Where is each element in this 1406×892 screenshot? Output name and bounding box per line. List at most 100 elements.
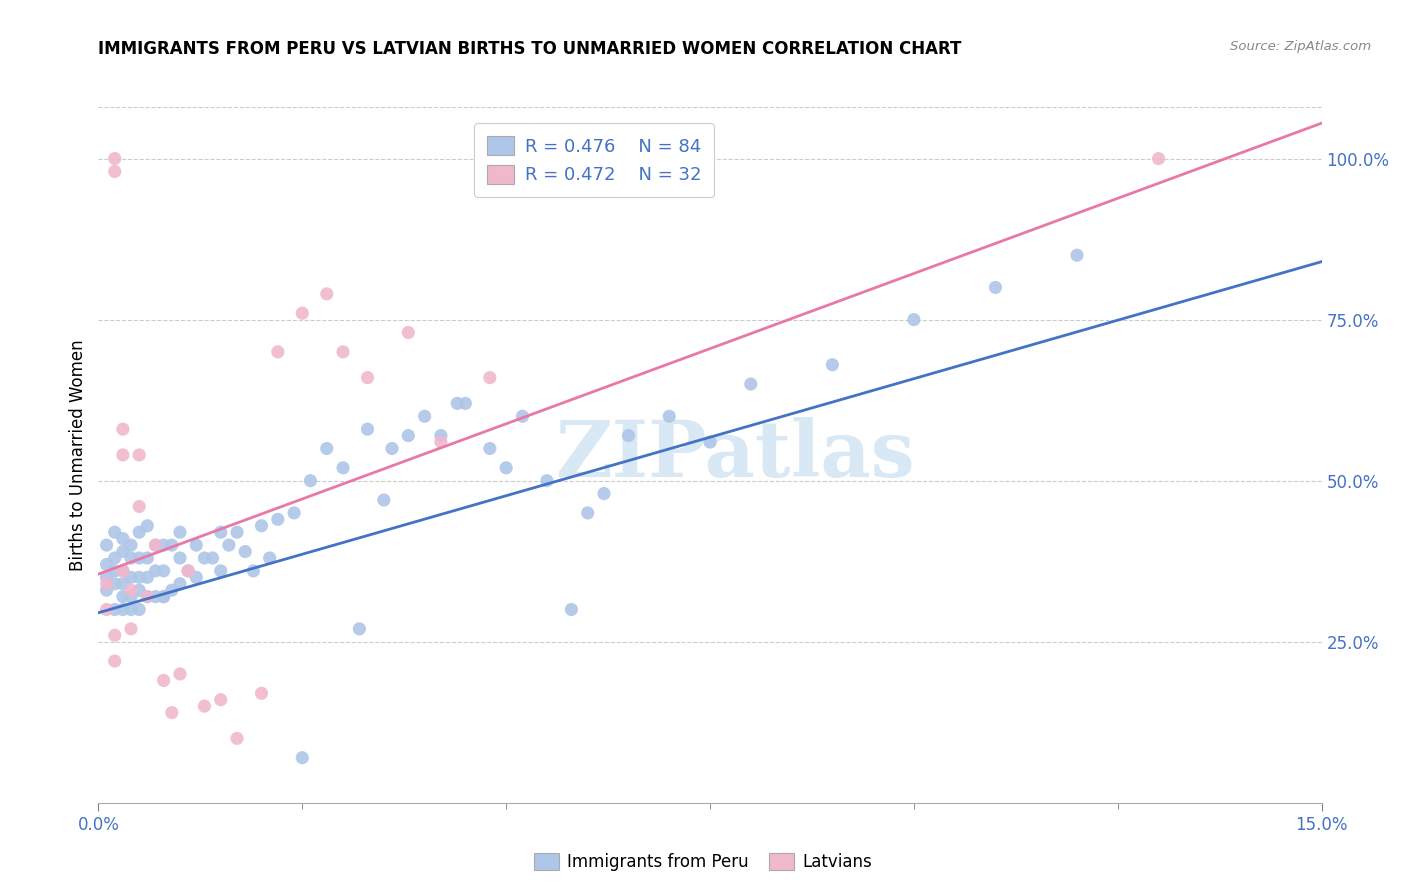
Point	[1147, 152, 1170, 166]
Point	[495, 460, 517, 475]
Point	[299, 474, 322, 488]
Point	[903, 312, 925, 326]
Point	[111, 602, 134, 616]
Point	[454, 396, 477, 410]
Point	[259, 551, 281, 566]
Point	[478, 442, 501, 456]
Point	[128, 448, 150, 462]
Point	[186, 570, 208, 584]
Point	[209, 525, 232, 540]
Point	[120, 602, 142, 616]
Point	[120, 538, 142, 552]
Point	[332, 344, 354, 359]
Point	[128, 602, 150, 616]
Point	[512, 409, 534, 424]
Point	[96, 538, 118, 552]
Point	[120, 590, 142, 604]
Text: ZIPatlas: ZIPatlas	[555, 417, 914, 493]
Y-axis label: Births to Unmarried Women: Births to Unmarried Women	[69, 339, 87, 571]
Point	[267, 512, 290, 526]
Point	[111, 448, 134, 462]
Point	[160, 538, 183, 552]
Point	[160, 706, 183, 720]
Point	[356, 370, 378, 384]
Point	[430, 428, 453, 442]
Point	[560, 602, 582, 616]
Point	[193, 551, 215, 566]
Point	[593, 486, 616, 500]
Point	[111, 564, 134, 578]
Point	[1066, 248, 1088, 262]
Point	[136, 590, 159, 604]
Point	[120, 583, 142, 598]
Point	[145, 590, 167, 604]
Point	[169, 525, 191, 540]
Point	[104, 654, 127, 668]
Point	[104, 152, 127, 166]
Point	[145, 564, 167, 578]
Point	[152, 538, 174, 552]
Point	[536, 474, 558, 488]
Point	[699, 435, 721, 450]
Point	[111, 590, 134, 604]
Point	[201, 551, 224, 566]
Point	[984, 280, 1007, 294]
Point	[136, 570, 159, 584]
Point	[315, 286, 337, 301]
Point	[267, 344, 290, 359]
Point	[242, 564, 264, 578]
Point	[128, 525, 150, 540]
Point	[413, 409, 436, 424]
Point	[169, 576, 191, 591]
Point	[233, 544, 256, 558]
Point	[104, 628, 127, 642]
Point	[111, 544, 134, 558]
Point	[209, 564, 232, 578]
Point	[120, 551, 142, 566]
Point	[446, 396, 468, 410]
Point	[332, 460, 354, 475]
Legend: R = 0.476    N = 84, R = 0.472    N = 32: R = 0.476 N = 84, R = 0.472 N = 32	[474, 123, 714, 197]
Legend: Immigrants from Peru, Latvians: Immigrants from Peru, Latvians	[526, 845, 880, 880]
Point	[104, 164, 127, 178]
Point	[226, 731, 249, 746]
Point	[111, 564, 134, 578]
Point	[145, 538, 167, 552]
Point	[120, 622, 142, 636]
Point	[104, 564, 127, 578]
Point	[430, 435, 453, 450]
Point	[373, 493, 395, 508]
Point	[177, 564, 200, 578]
Point	[128, 551, 150, 566]
Point	[291, 750, 314, 764]
Point	[193, 699, 215, 714]
Point	[96, 576, 118, 591]
Point	[169, 551, 191, 566]
Point	[96, 602, 118, 616]
Point	[186, 538, 208, 552]
Point	[250, 686, 273, 700]
Point	[576, 506, 599, 520]
Point	[218, 538, 240, 552]
Point	[396, 326, 419, 340]
Point	[617, 428, 640, 442]
Point	[120, 570, 142, 584]
Point	[136, 518, 159, 533]
Point	[349, 622, 371, 636]
Point	[291, 306, 314, 320]
Point	[315, 442, 337, 456]
Point	[381, 442, 404, 456]
Point	[226, 525, 249, 540]
Point	[152, 673, 174, 688]
Point	[96, 583, 118, 598]
Point	[104, 602, 127, 616]
Point	[177, 564, 200, 578]
Point	[136, 551, 159, 566]
Text: Source: ZipAtlas.com: Source: ZipAtlas.com	[1230, 40, 1371, 54]
Point	[111, 532, 134, 546]
Point	[821, 358, 844, 372]
Point	[111, 576, 134, 591]
Point	[145, 538, 167, 552]
Point	[160, 583, 183, 598]
Point	[396, 428, 419, 442]
